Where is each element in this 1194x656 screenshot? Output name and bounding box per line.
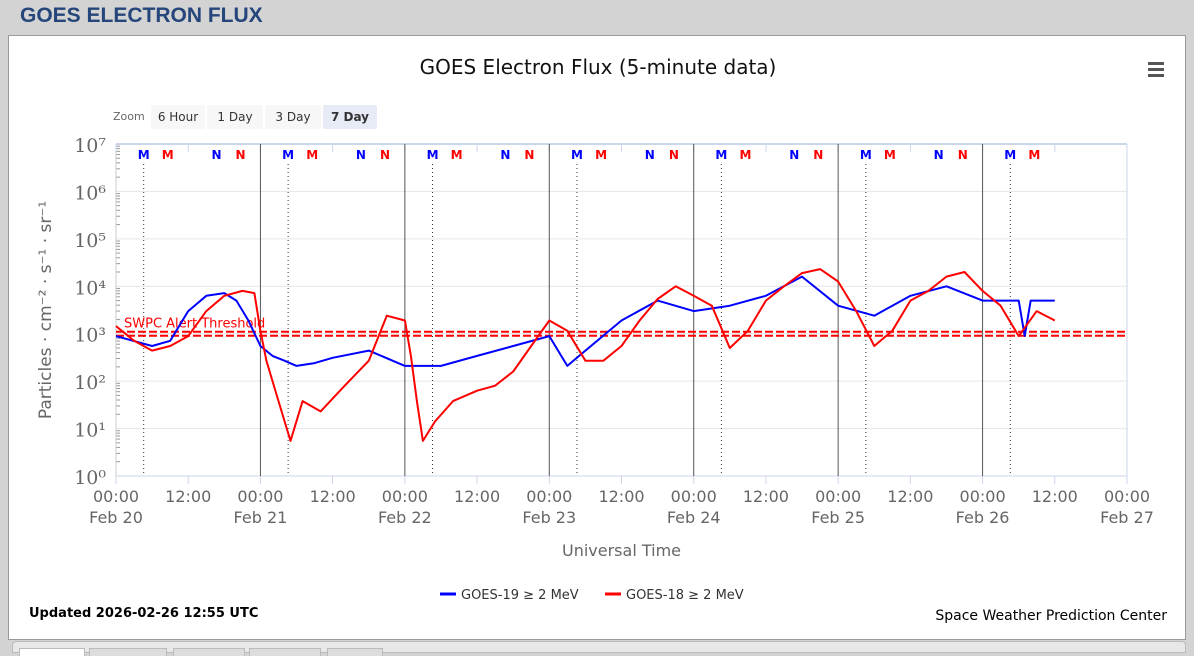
x-tick-label: 12:00 bbox=[887, 487, 933, 506]
tab-3[interactable] bbox=[173, 648, 245, 656]
marker-m: M bbox=[306, 148, 318, 162]
y-tick-label: 10⁵ bbox=[74, 230, 106, 252]
zoom-button-label[interactable]: 7 Day bbox=[331, 110, 369, 124]
series-line-goes18 bbox=[115, 268, 1056, 442]
x-tick-label: 00:00 bbox=[237, 487, 283, 506]
x-tick-label: 00:00 bbox=[1104, 487, 1150, 506]
page-title: GOES ELECTRON FLUX bbox=[20, 4, 263, 27]
tab-5[interactable] bbox=[327, 648, 383, 656]
bottom-tabs bbox=[12, 641, 1186, 656]
marker-m: M bbox=[282, 148, 294, 162]
x-tick-label: 12:00 bbox=[598, 487, 644, 506]
marker-m: M bbox=[451, 148, 463, 162]
y-tick-label: 10¹ bbox=[74, 420, 106, 442]
zoom-button-label[interactable]: 6 Hour bbox=[158, 110, 198, 124]
zoom-button-3-day[interactable] bbox=[265, 105, 321, 129]
marker-m: M bbox=[138, 148, 150, 162]
x-tick-label: 00:00 bbox=[382, 487, 428, 506]
zoom-button-label[interactable]: 3 Day bbox=[275, 110, 310, 124]
y-tick-label: 10⁶ bbox=[74, 182, 106, 204]
y-tick-label: 10² bbox=[74, 372, 106, 394]
electron-flux-chart: GOES Electron Flux (5-minute data) Zoom 6 … bbox=[29, 55, 1167, 624]
x-tick-date-label: Feb 22 bbox=[378, 508, 432, 527]
updated-timestamp: Updated 2026-02-26 12:55 UTC bbox=[29, 606, 258, 621]
marker-n: N bbox=[669, 148, 679, 162]
marker-n: N bbox=[500, 148, 510, 162]
marker-m: M bbox=[715, 148, 727, 162]
x-tick-label: 00:00 bbox=[960, 487, 1006, 506]
marker-m: M bbox=[162, 148, 174, 162]
zoom-button-6-hour[interactable] bbox=[151, 105, 205, 129]
zoom-button-1-day[interactable] bbox=[207, 105, 263, 129]
marker-n: N bbox=[645, 148, 655, 162]
marker-n: N bbox=[380, 148, 390, 162]
marker-m: M bbox=[884, 148, 896, 162]
legend-item[interactable]: GOES-19 ≥ 2 MeV bbox=[461, 588, 579, 603]
x-tick-label: 12:00 bbox=[454, 487, 500, 506]
x-tick-label: 12:00 bbox=[1032, 487, 1078, 506]
marker-n: N bbox=[236, 148, 246, 162]
x-tick-date-label: Feb 27 bbox=[1100, 508, 1154, 527]
series-line-goes19 bbox=[115, 275, 1055, 367]
x-tick-label: 00:00 bbox=[526, 487, 572, 506]
x-tick-label: 12:00 bbox=[743, 487, 789, 506]
chart-title: GOES Electron Flux (5-minute data) bbox=[420, 55, 777, 79]
x-tick-date-label: Feb 24 bbox=[667, 508, 721, 527]
tab-4[interactable] bbox=[249, 648, 321, 656]
marker-n: N bbox=[524, 148, 534, 162]
credit-text: Space Weather Prediction Center bbox=[935, 608, 1167, 624]
zoom-button-7-day[interactable] bbox=[323, 105, 377, 129]
marker-n: N bbox=[356, 148, 366, 162]
x-tick-label: 00:00 bbox=[671, 487, 717, 506]
y-tick-label: 10⁴ bbox=[74, 277, 106, 299]
threshold-label: SWPC Alert Threshold bbox=[124, 317, 265, 332]
marker-m: M bbox=[1028, 148, 1040, 162]
y-tick-label: 10⁷ bbox=[74, 135, 106, 157]
x-tick-date-label: Feb 20 bbox=[89, 508, 143, 527]
x-tick-label: 12:00 bbox=[310, 487, 356, 506]
y-axis-label: Particles · cm⁻² · s⁻¹ · sr⁻¹ bbox=[36, 201, 56, 419]
marker-m: M bbox=[1004, 148, 1016, 162]
hamburger-menu-icon[interactable] bbox=[1148, 74, 1164, 77]
marker-n: N bbox=[789, 148, 799, 162]
y-tick-label: 10⁰ bbox=[74, 467, 106, 489]
hamburger-menu-icon[interactable] bbox=[1148, 62, 1164, 65]
marker-n: N bbox=[934, 148, 944, 162]
x-tick-date-label: Feb 26 bbox=[956, 508, 1010, 527]
legend-item[interactable]: GOES-18 ≥ 2 MeV bbox=[626, 588, 744, 603]
marker-m: M bbox=[427, 148, 439, 162]
y-tick-label: 10³ bbox=[74, 325, 106, 347]
marker-m: M bbox=[571, 148, 583, 162]
marker-m: M bbox=[739, 148, 751, 162]
marker-n: N bbox=[211, 148, 221, 162]
zoom-button-label[interactable]: 1 Day bbox=[217, 110, 252, 124]
chart-panel: GOES Electron Flux (5-minute data) Zoom 6 … bbox=[8, 35, 1186, 640]
x-tick-label: 00:00 bbox=[815, 487, 861, 506]
hamburger-menu-icon[interactable] bbox=[1148, 68, 1164, 71]
marker-m: M bbox=[595, 148, 607, 162]
x-axis-label: Universal Time bbox=[562, 541, 681, 560]
x-tick-date-label: Feb 21 bbox=[234, 508, 288, 527]
marker-n: N bbox=[958, 148, 968, 162]
x-tick-date-label: Feb 23 bbox=[522, 508, 576, 527]
tab-1[interactable] bbox=[19, 648, 85, 656]
marker-n: N bbox=[813, 148, 823, 162]
x-tick-label: 12:00 bbox=[165, 487, 211, 506]
tab-2[interactable] bbox=[89, 648, 167, 656]
marker-m: M bbox=[860, 148, 872, 162]
x-tick-label: 00:00 bbox=[93, 487, 139, 506]
zoom-label: Zoom bbox=[113, 110, 145, 123]
x-tick-date-label: Feb 25 bbox=[811, 508, 865, 527]
